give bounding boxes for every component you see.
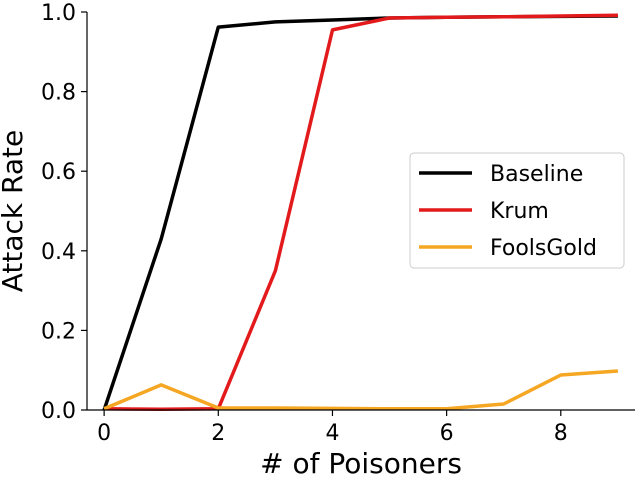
y-tick-label: 0.8 bbox=[41, 81, 76, 106]
x-axis-title: # of Poisoners bbox=[260, 447, 462, 480]
y-tick-label: 0.4 bbox=[41, 240, 76, 265]
y-axis-title: Attack Rate bbox=[0, 130, 29, 293]
legend-frame bbox=[409, 152, 625, 269]
legend-label: FoolsGold bbox=[490, 236, 597, 261]
x-tick-label: 8 bbox=[554, 421, 568, 446]
series-line-krum bbox=[104, 13, 618, 411]
y-tick-label: 1.0 bbox=[41, 1, 76, 26]
legend-label: Baseline bbox=[490, 162, 583, 187]
x-tick-label: 2 bbox=[211, 421, 225, 446]
y-tick-label: 0.0 bbox=[41, 399, 76, 424]
legend-label: Krum bbox=[490, 199, 549, 224]
legend: Baseline Krum FoolsGold bbox=[409, 152, 625, 269]
x-tick-label: 0 bbox=[97, 421, 111, 446]
y-axis-ticks: 0.0 0.2 0.4 0.6 0.8 1.0 bbox=[41, 1, 87, 424]
series-line-foolsgold bbox=[103, 369, 619, 411]
x-axis-ticks: 0 2 4 6 8 bbox=[97, 410, 568, 446]
x-tick-label: 6 bbox=[440, 421, 454, 446]
y-tick-label: 0.2 bbox=[41, 319, 76, 344]
y-tick-label: 0.6 bbox=[41, 160, 76, 185]
series-layer bbox=[102, 13, 619, 411]
x-tick-label: 4 bbox=[325, 421, 339, 446]
